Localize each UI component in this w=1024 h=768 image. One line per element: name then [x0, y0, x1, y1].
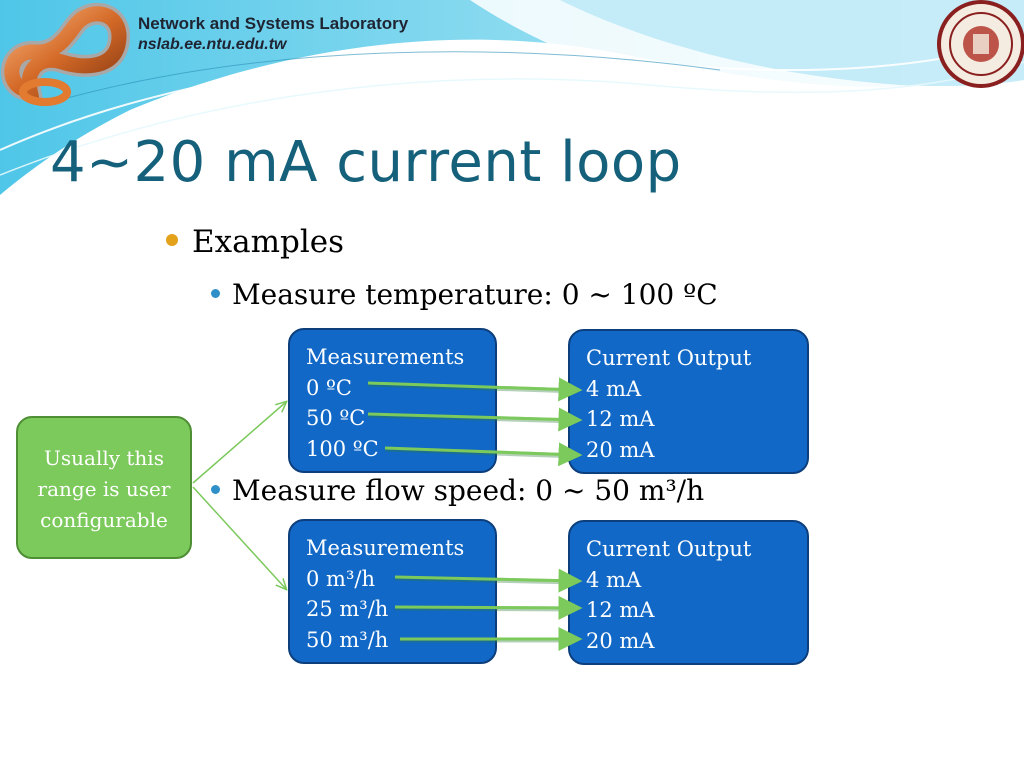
output-value: 4 mA	[586, 567, 642, 592]
note-line: configurable	[40, 508, 168, 532]
output-value: 12 mA	[586, 598, 655, 622]
configurable-range-note: Usually this range is user configurable	[16, 416, 192, 559]
note-to-temperature-arrow	[192, 402, 286, 484]
output-value: 20 mA	[586, 628, 655, 653]
note-to-flow-arrow	[192, 486, 286, 589]
bullet-temperature-text: Measure temperature: 0 ~ 100 ºC	[232, 278, 718, 311]
bullet-examples: Examples	[166, 224, 344, 260]
bullet-dot-icon	[166, 233, 178, 246]
output-header: Current Output	[586, 537, 752, 561]
bullet-flow: Measure flow speed: 0 ~ 50 m³/h	[211, 474, 704, 507]
slide-title: 4~20 mA current loop	[50, 130, 682, 195]
measurement-value: 25 m³/h	[306, 597, 389, 621]
output-value: 4 mA	[586, 376, 642, 401]
measurement-value: 50 m³/h	[306, 627, 389, 652]
mapping-arrow-0c-to-4ma	[367, 377, 583, 402]
lab-name: Network and Systems Laboratory	[138, 14, 409, 33]
output-value: 20 mA	[586, 437, 655, 462]
bullet-dot-icon	[211, 289, 220, 298]
measurements-header: Measurements	[306, 345, 465, 369]
bullet-temperature: Measure temperature: 0 ~ 100 ºC	[211, 278, 718, 311]
bullet-flow-text: Measure flow speed: 0 ~ 50 m³/h	[232, 474, 705, 507]
output-value: 12 mA	[586, 407, 655, 431]
note-line: Usually this	[44, 446, 164, 470]
measurement-value: 0 ºC	[306, 375, 352, 400]
output-header: Current Output	[586, 346, 752, 370]
temperature-output-box: Current Output 4 mA 12 mA 20 mA	[568, 329, 809, 474]
measurements-header: Measurements	[306, 536, 465, 560]
mapping-arrow-50c-to-12ma	[367, 407, 583, 432]
mapping-arrow-0m3h-to-4ma	[394, 568, 583, 593]
nslab-infinity-logo-icon	[0, 2, 130, 106]
flow-output-box: Current Output 4 mA 12 mA 20 mA	[568, 520, 809, 665]
measurement-value: 100 ºC	[306, 436, 379, 461]
note-line: range is user	[37, 477, 171, 501]
bullet-dot-icon	[211, 485, 220, 494]
measurement-value: 0 m³/h	[306, 566, 375, 591]
measurement-value: 50 ºC	[306, 406, 366, 430]
temperature-measurements-box: Measurements 0 ºC 50 ºC 100 ºC	[288, 328, 497, 473]
lab-url: nslab.ee.ntu.edu.tw	[138, 36, 287, 53]
bullet-examples-text: Examples	[192, 224, 345, 260]
mapping-arrow-100c-to-20ma	[384, 442, 583, 467]
mapping-arrow-25m3h-to-12ma	[394, 595, 583, 620]
ntu-seal-icon	[937, 0, 1024, 88]
